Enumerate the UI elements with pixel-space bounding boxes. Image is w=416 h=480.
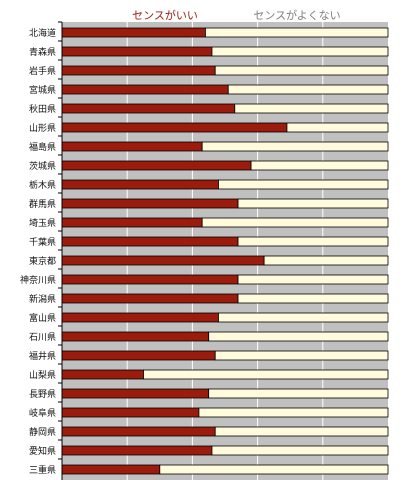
bar-segment-series-1-10 bbox=[61, 198, 239, 209]
category-label: 三重県 bbox=[29, 464, 56, 476]
category-label: 埼玉県 bbox=[29, 217, 56, 229]
bar-segment-series-2-15 bbox=[237, 293, 389, 304]
bar-segment-series-2-1 bbox=[205, 27, 389, 38]
bar-segment-series-2-5 bbox=[234, 103, 389, 114]
bar-segment-series-1-4 bbox=[61, 84, 229, 95]
bar-segment-series-1-20 bbox=[61, 388, 210, 399]
category-label: 群馬県 bbox=[29, 198, 56, 210]
bar-segment-series-1-6 bbox=[61, 122, 288, 133]
bar-segment-series-1-3 bbox=[61, 65, 216, 76]
bar-segment-series-2-2 bbox=[211, 46, 389, 57]
category-label: 岐阜県 bbox=[29, 407, 56, 419]
bar-segment-series-2-8 bbox=[250, 160, 389, 171]
bar-segment-series-2-23 bbox=[211, 445, 389, 456]
legend-entry-series-1: センスがいい bbox=[132, 8, 198, 22]
gridlines bbox=[126, 22, 324, 480]
category-label: 山梨県 bbox=[29, 369, 56, 381]
category-label: 愛知県 bbox=[29, 445, 56, 457]
category-label: 新潟県 bbox=[29, 293, 56, 305]
bar-segment-series-2-13 bbox=[263, 255, 389, 266]
category-label: 宮城県 bbox=[29, 84, 56, 96]
bar-segment-series-1-11 bbox=[61, 217, 203, 228]
category-label: 富山県 bbox=[29, 312, 56, 324]
bar-segment-series-1-7 bbox=[61, 141, 203, 152]
category-label: 秋田県 bbox=[29, 103, 56, 115]
bar-segment-series-2-20 bbox=[208, 388, 389, 399]
bar-segment-series-2-11 bbox=[201, 217, 389, 228]
bar-segment-series-1-24 bbox=[61, 464, 161, 475]
category-label: 神奈川県 bbox=[20, 274, 56, 286]
chart-legend: センスがいい センスがよくない bbox=[132, 8, 341, 22]
category-label: 岩手県 bbox=[29, 65, 56, 77]
category-label: 山形県 bbox=[29, 122, 56, 134]
category-label: 青森県 bbox=[29, 46, 56, 58]
bar-segment-series-1-17 bbox=[61, 331, 210, 342]
category-label: 栃木県 bbox=[29, 179, 56, 191]
bar-segment-series-2-24 bbox=[159, 464, 389, 475]
bar-segment-series-1-9 bbox=[61, 179, 219, 190]
category-label: 北海道 bbox=[29, 27, 56, 39]
plot-area bbox=[62, 22, 388, 480]
bar-segment-series-1-16 bbox=[61, 312, 219, 323]
bar-segment-series-1-21 bbox=[61, 407, 200, 418]
bar-segment-series-1-18 bbox=[61, 350, 216, 361]
bar-segment-series-1-5 bbox=[61, 103, 236, 114]
bar-segment-series-2-17 bbox=[208, 331, 389, 342]
bar-segment-series-1-12 bbox=[61, 236, 239, 247]
bar-segment-series-2-14 bbox=[237, 274, 389, 285]
bar-segment-series-1-23 bbox=[61, 445, 213, 456]
bar-segment-series-1-1 bbox=[61, 27, 206, 38]
bar-segment-series-2-16 bbox=[218, 312, 389, 323]
category-label: 茨城県 bbox=[29, 160, 56, 172]
bar-segment-series-1-22 bbox=[61, 426, 216, 437]
category-labels: 北海道青森県岩手県宮城県秋田県山形県福島県茨城県栃木県群馬県埼玉県千葉県東京都神… bbox=[20, 21, 62, 476]
bar-segment-series-2-10 bbox=[237, 198, 389, 209]
bar-segment-series-2-3 bbox=[214, 65, 389, 76]
bar-segment-series-1-14 bbox=[61, 274, 239, 285]
category-label: 福島県 bbox=[29, 141, 56, 153]
bar-segment-series-1-2 bbox=[61, 46, 213, 57]
bar-segment-series-2-4 bbox=[227, 84, 389, 95]
bar-segment-series-1-19 bbox=[61, 369, 144, 380]
bar-segment-series-2-7 bbox=[201, 141, 389, 152]
bars bbox=[61, 27, 389, 475]
bar-segment-series-2-6 bbox=[286, 122, 389, 133]
legend-entry-series-2: センスがよくない bbox=[253, 8, 340, 22]
category-label: 長野県 bbox=[29, 389, 56, 400]
bar-segment-series-2-12 bbox=[237, 236, 389, 247]
category-label: 静岡県 bbox=[29, 426, 56, 438]
bar-segment-series-2-19 bbox=[143, 369, 389, 380]
bar-segment-series-2-18 bbox=[214, 350, 389, 361]
bar-segment-series-1-8 bbox=[61, 160, 252, 171]
category-label: 福井県 bbox=[29, 350, 56, 362]
category-label: 東京都 bbox=[29, 255, 56, 267]
bar-segment-series-2-22 bbox=[214, 426, 389, 437]
bar-segment-series-1-13 bbox=[61, 255, 265, 266]
category-label: 千葉県 bbox=[29, 236, 56, 248]
category-label: 石川県 bbox=[29, 332, 56, 343]
bar-segment-series-2-21 bbox=[198, 407, 389, 418]
bar-segment-series-1-15 bbox=[61, 293, 239, 304]
bar-segment-series-2-9 bbox=[218, 179, 389, 190]
